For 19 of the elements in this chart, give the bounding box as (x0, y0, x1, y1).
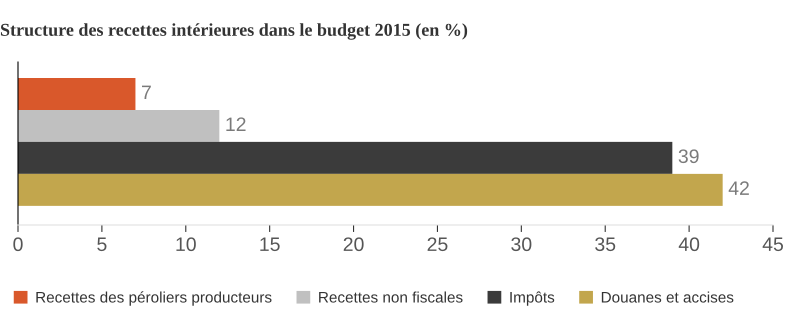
x-tick-label: 0 (13, 237, 23, 252)
data-label: 7 (142, 86, 151, 99)
legend-label: Impôts (510, 291, 554, 306)
x-tick-label: 40 (678, 237, 700, 252)
data-label: 39 (678, 149, 699, 164)
x-tick-label: 10 (176, 237, 196, 252)
x-tick-label: 45 (762, 238, 783, 252)
legend-label: Douanes et accises (602, 291, 734, 303)
data-label: 12 (226, 117, 246, 131)
x-tick-label: 5 (97, 238, 106, 252)
x-tick-label: 20 (344, 237, 364, 252)
chart-title: Structure des recettes intérieures dans le budget 2015 (en %) (0, 23, 468, 40)
legend-label: Recettes des péroliers producteurs (36, 291, 272, 306)
x-tick-label: 30 (511, 237, 532, 252)
x-tick-label: 35 (595, 237, 616, 252)
x-tick-label: 25 (428, 237, 448, 252)
x-tick-label: 15 (260, 238, 280, 252)
data-label: 42 (728, 181, 749, 195)
legend-label: Recettes non fiscales (319, 291, 463, 303)
